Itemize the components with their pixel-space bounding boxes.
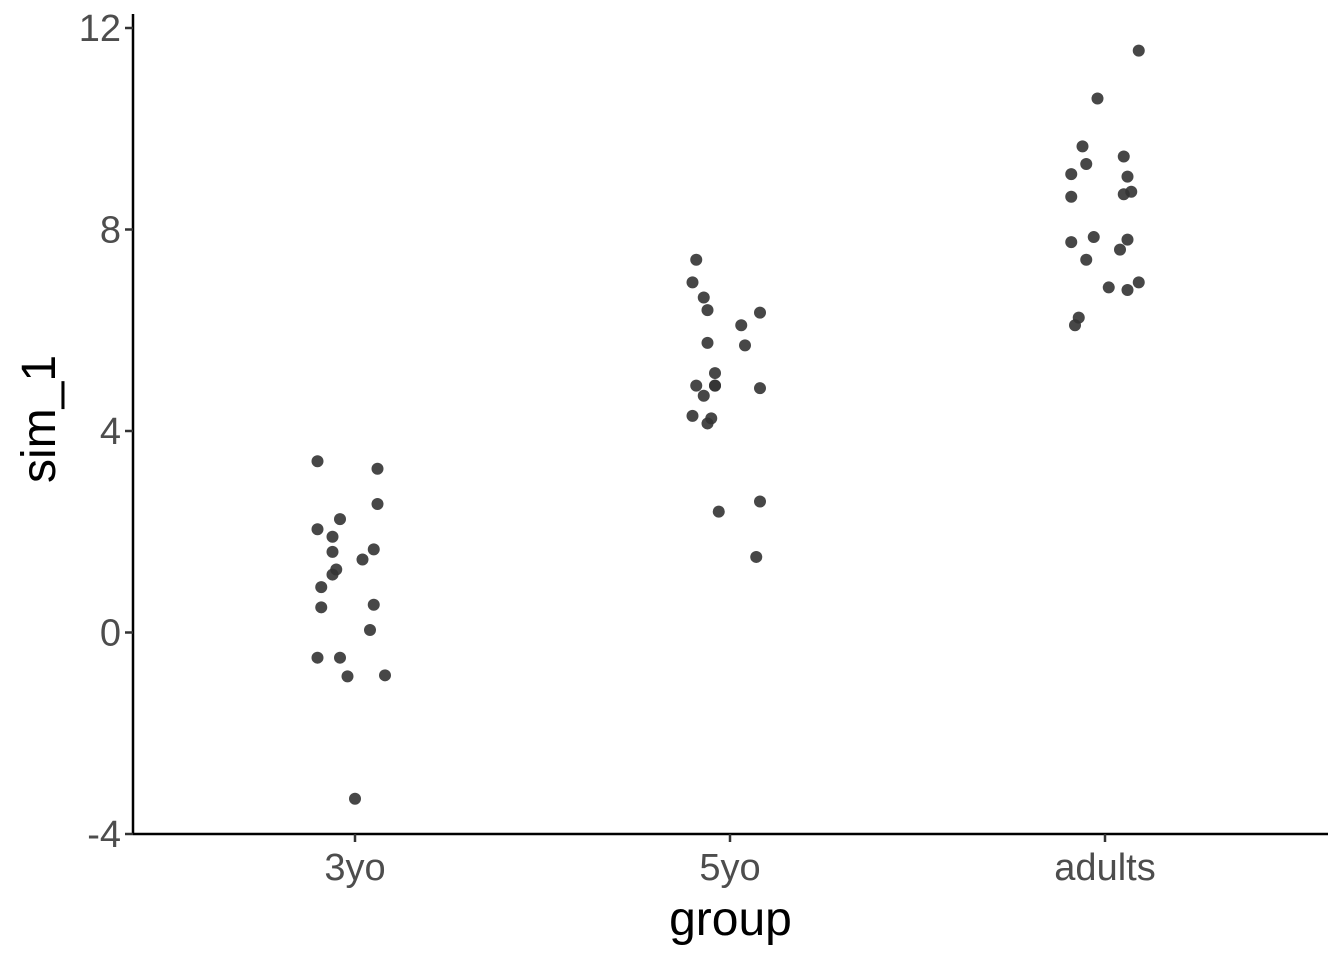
data-point	[1121, 233, 1134, 246]
y-tick-label: 0	[100, 613, 121, 655]
data-point	[690, 253, 703, 266]
data-point	[697, 389, 710, 402]
data-point	[690, 379, 703, 392]
x-axis-title: group	[669, 893, 792, 946]
data-point	[739, 339, 751, 352]
x-tick-label: adults	[1054, 847, 1155, 889]
data-point	[341, 670, 354, 683]
data-point	[349, 792, 361, 805]
data-point	[311, 455, 324, 468]
data-point	[1132, 44, 1145, 57]
data-point	[712, 505, 725, 518]
data-point	[367, 543, 380, 556]
x-axis-ticks: 3yo 5yo adults	[324, 834, 1156, 889]
x-tick-label: 3yo	[324, 847, 385, 889]
data-point	[754, 382, 766, 395]
data-point	[686, 409, 699, 422]
data-point	[1069, 319, 1081, 332]
y-tick-label: 12	[79, 8, 121, 50]
y-tick-label: 8	[100, 210, 121, 252]
y-axis-ticks: -4 0 4 8 12	[79, 8, 133, 856]
data-point	[701, 417, 714, 430]
data-point	[1117, 150, 1130, 163]
data-point	[326, 568, 339, 581]
data-point	[364, 623, 376, 636]
data-point	[334, 651, 346, 664]
data-point	[1091, 92, 1104, 105]
data-point	[356, 553, 369, 566]
data-point	[367, 598, 380, 611]
data-point	[1065, 168, 1078, 181]
data-point	[1087, 231, 1100, 244]
data-point	[311, 651, 324, 664]
data-point	[315, 601, 328, 614]
data-point	[371, 498, 384, 511]
data-point	[334, 513, 346, 526]
data-point	[750, 550, 763, 563]
data-point	[754, 495, 766, 508]
data-point	[1065, 190, 1078, 203]
data-point	[1065, 236, 1078, 249]
data-point	[709, 367, 721, 380]
data-point	[1102, 281, 1115, 294]
data-point	[315, 581, 328, 594]
y-tick-label: 4	[100, 411, 121, 453]
points-layer	[311, 44, 1145, 805]
x-tick-label: 5yo	[699, 847, 760, 889]
data-point	[686, 276, 699, 289]
y-tick-label: -4	[87, 814, 121, 856]
data-point	[371, 462, 384, 475]
data-point	[379, 669, 391, 682]
data-point	[735, 319, 748, 332]
data-point	[1080, 253, 1093, 266]
data-point	[697, 291, 710, 304]
data-point	[1121, 170, 1134, 183]
data-point	[701, 304, 714, 317]
y-axis-title: sim_1	[13, 355, 66, 483]
data-point	[1080, 158, 1093, 171]
data-point	[326, 530, 339, 543]
data-point	[1132, 276, 1145, 289]
data-point	[1114, 243, 1126, 256]
data-point	[1121, 283, 1134, 296]
data-point	[701, 336, 714, 349]
data-point	[1117, 188, 1130, 201]
data-point	[311, 523, 324, 536]
data-point	[1076, 140, 1089, 153]
data-point	[326, 545, 339, 558]
data-point	[709, 379, 721, 392]
data-point	[754, 306, 766, 319]
